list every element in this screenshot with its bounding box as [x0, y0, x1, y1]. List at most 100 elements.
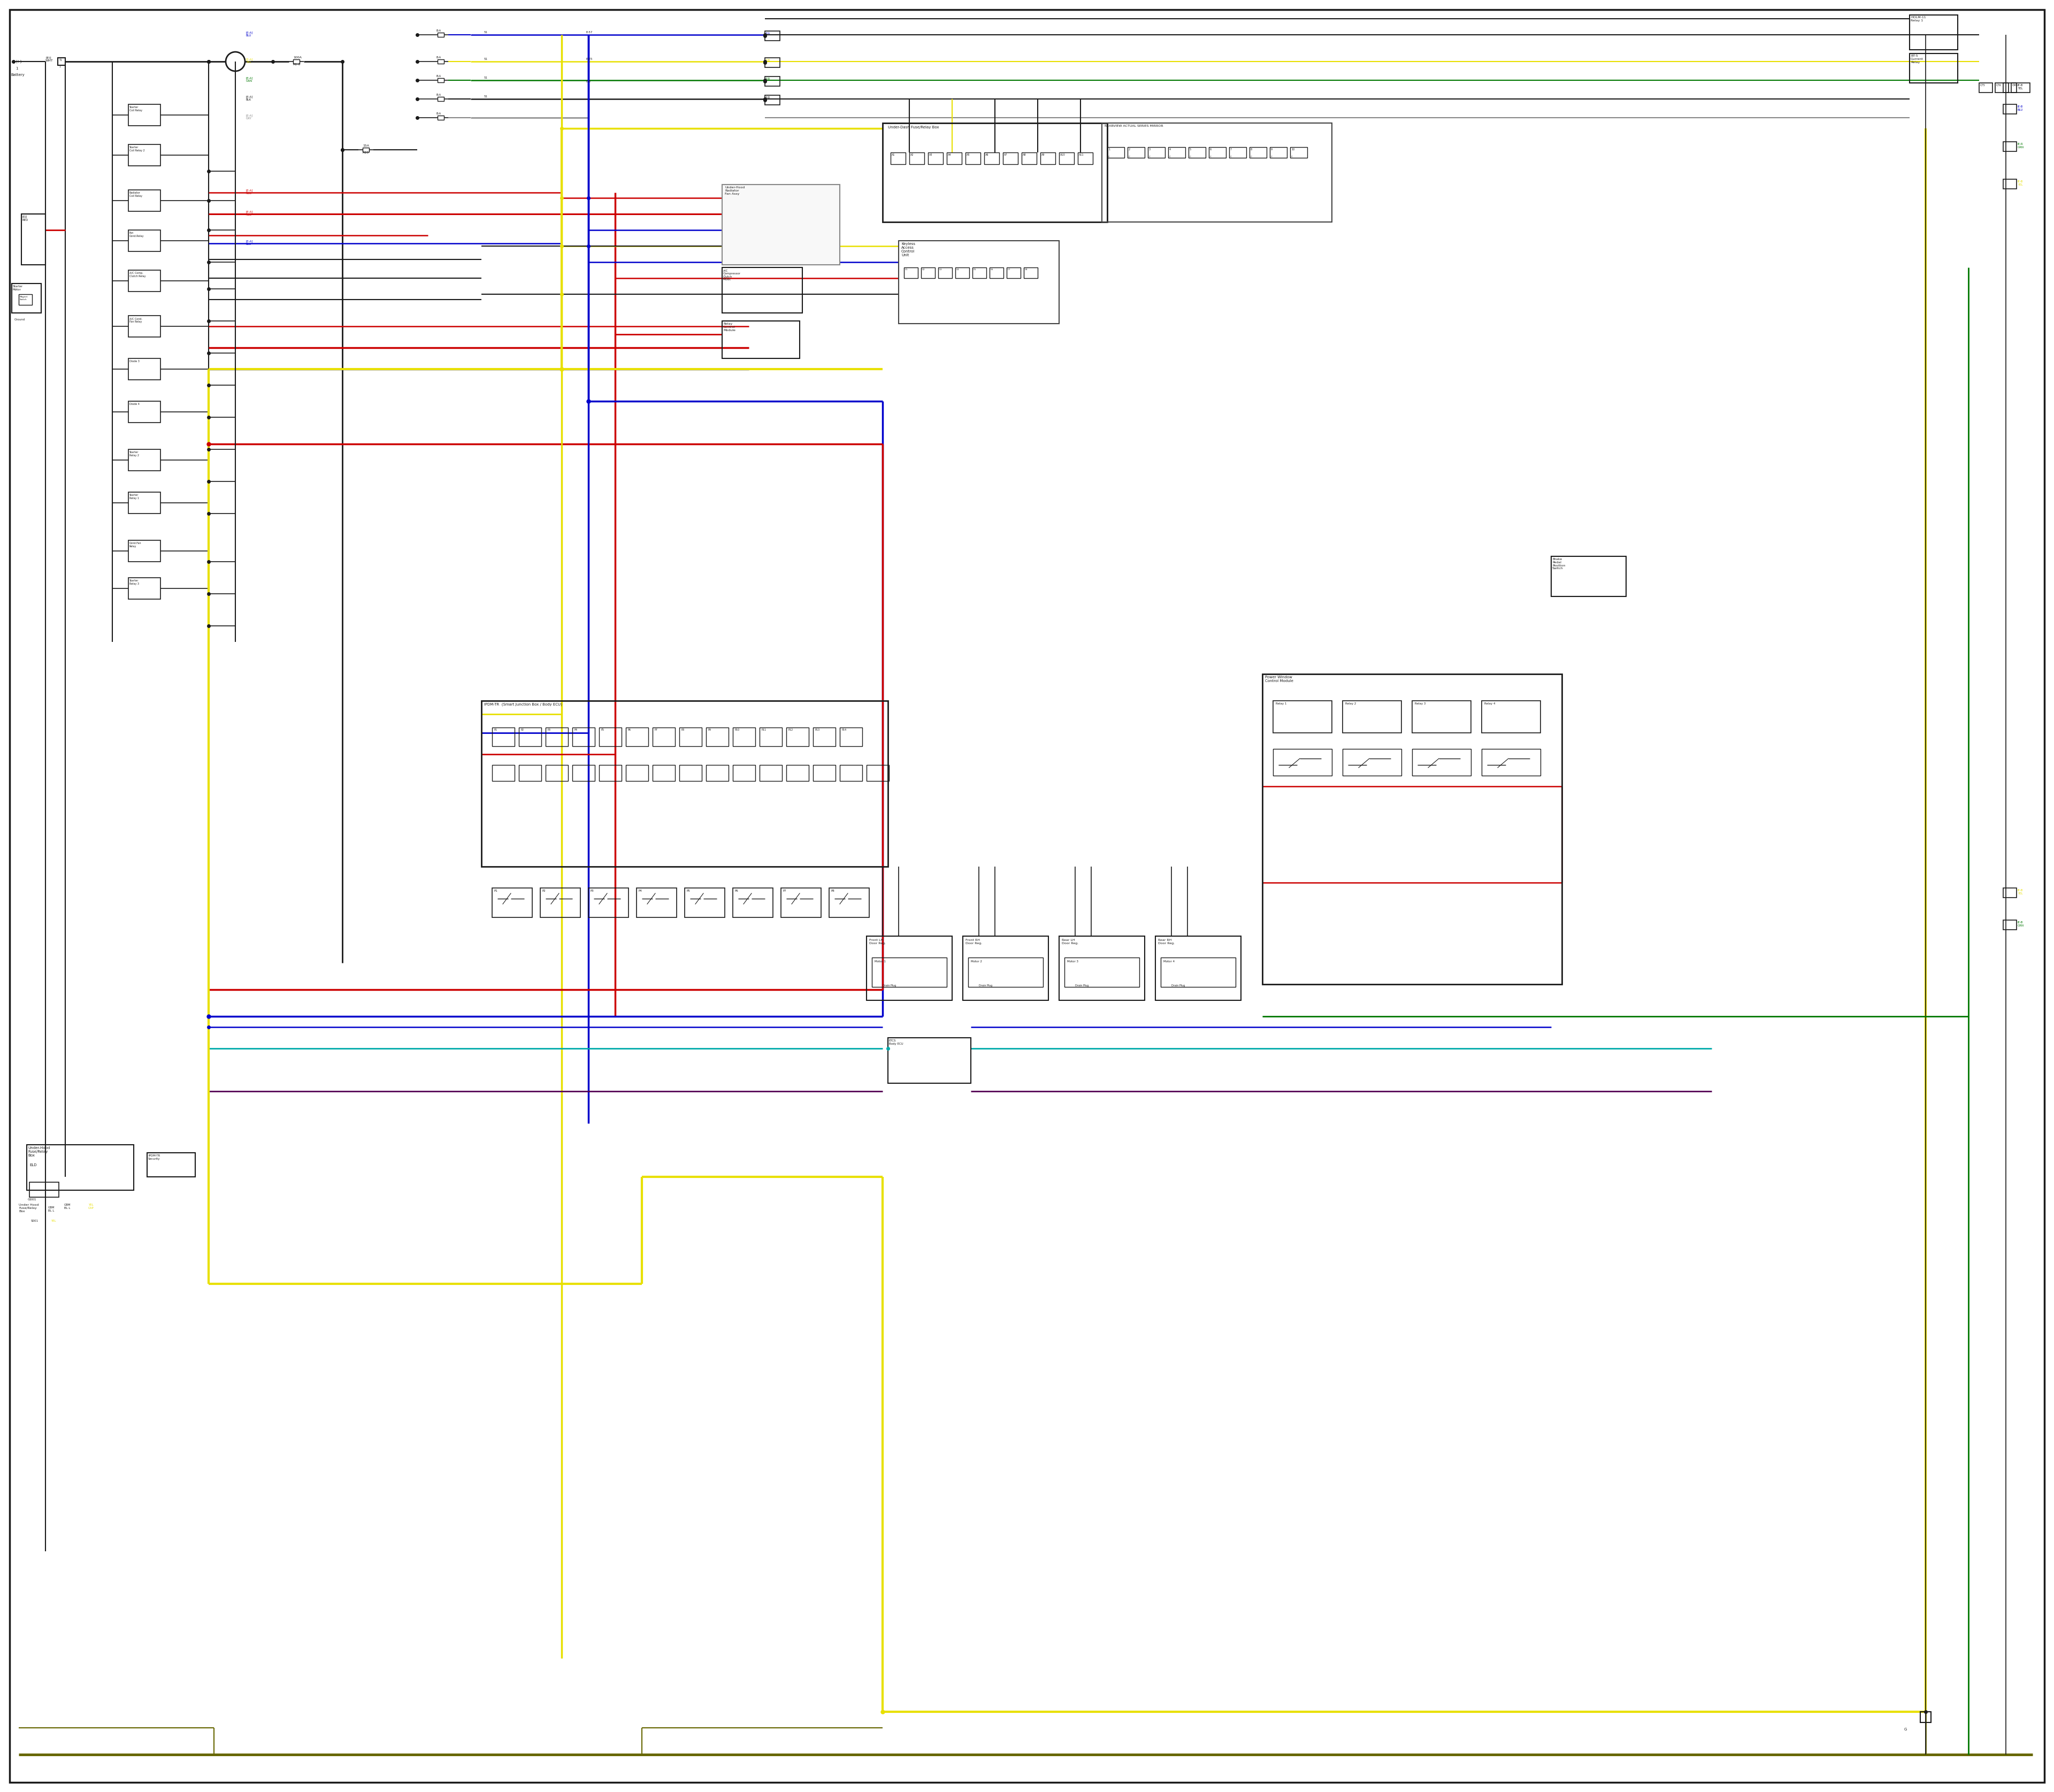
- Text: Rear LH
Door Reg.: Rear LH Door Reg.: [1062, 939, 1078, 944]
- Bar: [965, 152, 980, 165]
- Bar: [1021, 152, 1037, 165]
- Bar: [626, 765, 649, 781]
- Text: Starter
Motor: Starter Motor: [12, 285, 23, 290]
- Text: Relay 1: Relay 1: [1276, 702, 1286, 704]
- Bar: [990, 267, 1004, 278]
- Text: [E-A]
GRY: [E-A] GRY: [246, 115, 253, 120]
- Bar: [910, 152, 924, 165]
- Bar: [733, 728, 756, 745]
- Text: P8: P8: [682, 729, 684, 731]
- Text: Motor 3: Motor 3: [1068, 961, 1078, 962]
- Bar: [1002, 152, 1019, 165]
- Bar: [1994, 82, 2009, 93]
- Text: A1: A1: [891, 154, 896, 156]
- Bar: [481, 701, 887, 867]
- Bar: [1413, 701, 1471, 733]
- Bar: [787, 728, 809, 745]
- Text: B-A: B-A: [435, 113, 442, 115]
- Text: IE-B
YEL: IE-B YEL: [2017, 889, 2023, 894]
- Bar: [939, 267, 953, 278]
- Text: A/C Comp.
Clutch Relay: A/C Comp. Clutch Relay: [129, 272, 146, 278]
- Bar: [723, 321, 799, 358]
- Bar: [2003, 919, 2017, 930]
- Bar: [1060, 152, 1074, 165]
- Text: Drain Plug: Drain Plug: [1171, 984, 1185, 987]
- Bar: [787, 765, 809, 781]
- Bar: [984, 152, 998, 165]
- Text: Under-Hood
Fuse/Relay
Box: Under-Hood Fuse/Relay Box: [29, 1147, 49, 1158]
- Bar: [653, 728, 676, 745]
- Text: E-B: E-B: [766, 77, 770, 81]
- Bar: [867, 935, 953, 1000]
- Text: YEL: YEL: [51, 1220, 55, 1222]
- Bar: [127, 229, 160, 251]
- Bar: [2003, 82, 2017, 93]
- Text: A1-6: A1-6: [294, 63, 300, 66]
- Text: A5: A5: [967, 154, 969, 156]
- Bar: [1481, 749, 1540, 776]
- Bar: [1161, 957, 1237, 987]
- Text: 10: 10: [1292, 149, 1294, 151]
- Bar: [781, 889, 822, 918]
- Bar: [813, 765, 836, 781]
- Text: T1: T1: [60, 59, 62, 61]
- Text: P1: P1: [493, 729, 497, 731]
- Text: (+): (+): [16, 59, 23, 63]
- Bar: [546, 765, 569, 781]
- Text: IPDM-TR  (Smart Junction Box / Body ECU): IPDM-TR (Smart Junction Box / Body ECU): [485, 702, 563, 706]
- Text: Starter
Coil Relay 2: Starter Coil Relay 2: [129, 145, 144, 152]
- Bar: [1169, 147, 1185, 158]
- Bar: [540, 889, 581, 918]
- Bar: [600, 765, 622, 781]
- Text: P4: P4: [639, 889, 641, 892]
- Text: YEL
CAP: YEL CAP: [88, 1204, 94, 1210]
- Text: P7: P7: [653, 729, 657, 731]
- Bar: [127, 493, 160, 514]
- Bar: [127, 145, 160, 167]
- Text: P5: P5: [600, 729, 604, 731]
- Bar: [904, 267, 918, 278]
- Bar: [2003, 889, 2017, 898]
- Bar: [493, 728, 516, 745]
- Text: P10: P10: [735, 729, 739, 731]
- Text: CM4: CM4: [2013, 84, 2017, 86]
- Text: Fan
Cond.Relay: Fan Cond.Relay: [129, 231, 144, 237]
- Text: Relay 3: Relay 3: [1415, 702, 1425, 704]
- Bar: [1481, 701, 1540, 733]
- Text: IE-B
GRN: IE-B GRN: [2017, 921, 2023, 926]
- Text: Radiator
Coil Relay: Radiator Coil Relay: [129, 192, 142, 197]
- Bar: [127, 271, 160, 292]
- Bar: [1273, 749, 1331, 776]
- Text: Under-Hood
Radiator
Fan Assy: Under-Hood Radiator Fan Assy: [725, 186, 746, 195]
- Text: Front RH
Door Reg.: Front RH Door Reg.: [965, 939, 982, 944]
- Text: A10: A10: [1060, 154, 1066, 156]
- Text: A/C Cond.
Fan Relay: A/C Cond. Fan Relay: [129, 317, 142, 323]
- Text: C6: C6: [990, 269, 994, 271]
- Bar: [127, 358, 160, 380]
- Text: 51: 51: [485, 57, 489, 61]
- Bar: [587, 889, 629, 918]
- Bar: [1980, 82, 1992, 93]
- Bar: [830, 889, 869, 918]
- Text: E-A: E-A: [766, 32, 770, 34]
- Bar: [1023, 267, 1037, 278]
- Text: A4: A4: [947, 154, 951, 156]
- Bar: [294, 59, 300, 65]
- Text: Diode 3: Diode 3: [129, 360, 140, 362]
- Text: [E-A]
YEL: [E-A] YEL: [246, 57, 253, 63]
- Bar: [1910, 54, 1957, 82]
- Text: C8: C8: [1025, 269, 1027, 271]
- Bar: [1189, 147, 1206, 158]
- Bar: [928, 152, 943, 165]
- Text: [E-A]
GRN: [E-A] GRN: [246, 77, 253, 82]
- Text: [E-A]
BLU: [E-A] BLU: [246, 240, 253, 246]
- Bar: [764, 77, 781, 86]
- Bar: [1148, 147, 1165, 158]
- Text: IPDM-TR
Security: IPDM-TR Security: [148, 1154, 160, 1159]
- Text: P1: P1: [493, 889, 497, 892]
- Bar: [600, 728, 622, 745]
- Bar: [707, 728, 729, 745]
- Bar: [493, 889, 532, 918]
- Bar: [520, 728, 542, 745]
- Text: P6: P6: [735, 889, 737, 892]
